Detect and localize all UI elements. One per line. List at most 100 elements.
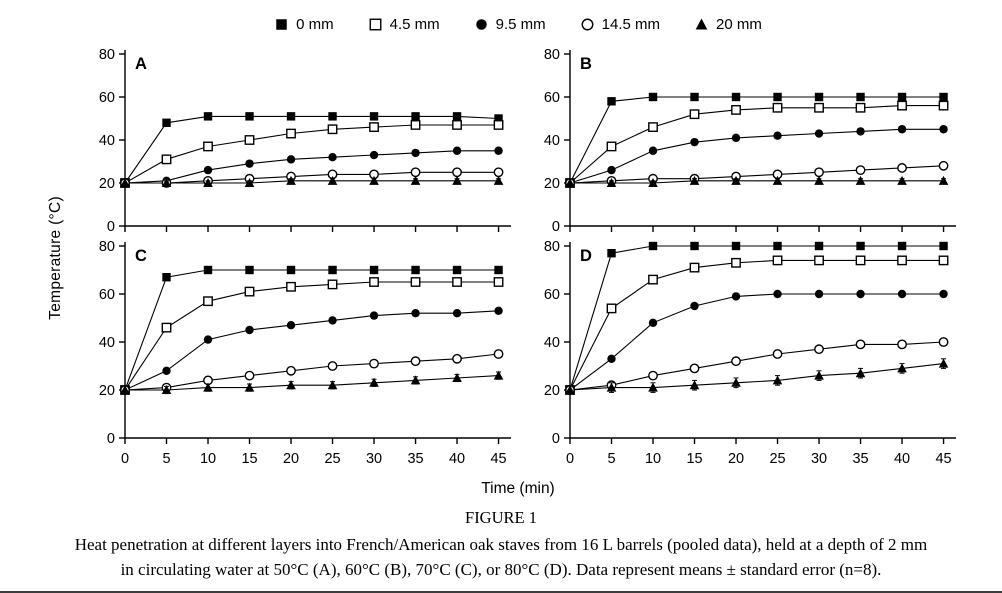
caption-line-2: in circulating water at 50°C (A), 60°C (… [120, 559, 882, 579]
series-line-0-mm [124, 115, 499, 184]
svg-text:30: 30 [366, 451, 382, 467]
series-14-5-mm [120, 349, 504, 395]
series-0-mm [565, 241, 948, 395]
y-tick-labels: 0 20 40 60 80 [99, 239, 115, 447]
series-9-5-mm [120, 146, 503, 188]
figure-caption: FIGURE 1 Heat penetration at different l… [0, 508, 1002, 582]
axes [119, 242, 511, 444]
series-14-5-mm [565, 337, 949, 395]
svg-text:45: 45 [490, 451, 506, 467]
panel-label: C [135, 247, 147, 265]
panel-b: 0 20 40 60 80 B [518, 38, 963, 235]
svg-text:0: 0 [107, 431, 115, 447]
series-line-14-5-mm [569, 341, 944, 391]
svg-text:60: 60 [544, 90, 560, 106]
open-circle-icon [581, 18, 594, 30]
legend-label: 14.5 mm [601, 15, 661, 33]
axes [564, 242, 956, 444]
series-20-mm [565, 175, 949, 187]
svg-text:40: 40 [544, 335, 560, 351]
svg-text:10: 10 [200, 451, 216, 467]
filled-triangle-icon [695, 17, 708, 30]
series-line-9-5-mm [124, 150, 499, 184]
svg-text:0: 0 [107, 219, 115, 235]
svg-text:20: 20 [728, 451, 744, 467]
series-line-4-5-mm [569, 259, 944, 391]
svg-text:0: 0 [566, 451, 574, 467]
panel-label: A [135, 55, 147, 73]
svg-text:40: 40 [449, 451, 465, 467]
series-9-5-mm [565, 289, 948, 395]
panel-a-chart: 0 20 40 60 80 A [99, 47, 511, 235]
svg-text:35: 35 [407, 451, 423, 467]
svg-text:20: 20 [544, 176, 560, 192]
legend-label: 0 mm [296, 15, 334, 33]
open-square-icon [369, 18, 382, 30]
series-line-0-mm [569, 245, 944, 391]
legend-label: 4.5 mm [389, 15, 440, 33]
series-line-20-mm [125, 180, 499, 184]
filled-square-icon [276, 18, 287, 30]
caption-line-1: Heat penetration at different layers int… [74, 535, 928, 554]
svg-text:10: 10 [645, 451, 661, 467]
panel-label: B [580, 55, 592, 73]
x-tick-labels: 0 5 10 15 20 25 30 35 40 45 [121, 451, 507, 467]
svg-text:40: 40 [544, 133, 560, 149]
series-line-14-5-mm [125, 171, 499, 184]
axes [119, 50, 511, 232]
series-line-9-5-mm [569, 128, 944, 184]
y-axis-label-wrap: Temperature (°C) [39, 38, 73, 478]
y-tick-labels: 0 20 40 60 80 [544, 239, 560, 447]
svg-text:20: 20 [283, 451, 299, 467]
axes [564, 50, 956, 232]
svg-text:60: 60 [99, 287, 115, 303]
series-line-14-5-mm [124, 353, 499, 391]
series-line-14-5-mm [569, 165, 944, 184]
y-tick-labels: 0 20 40 60 80 [544, 47, 560, 235]
panel-grid: 0 20 40 60 80 A 0 20 40 60 80 B 0 20 40 60 80 0 5 10 15 20 2… [73, 38, 963, 478]
svg-text:35: 35 [852, 451, 868, 467]
svg-text:60: 60 [544, 287, 560, 303]
legend-item-4-5-mm: 4.5 mm [368, 16, 440, 33]
legend-item-20-mm: 20 mm [694, 16, 762, 33]
series-line-9-5-mm [124, 310, 499, 391]
legend: 0 mm 4.5 mm 9.5 mm 14.5 mm 20 mm [0, 0, 1002, 36]
panel-b-chart: 0 20 40 60 80 B [544, 47, 956, 235]
series-4-5-mm [120, 120, 504, 188]
series-line-20-mm [125, 375, 499, 391]
series-20-mm [120, 175, 504, 187]
svg-text:80: 80 [544, 47, 560, 63]
series-4-5-mm [565, 100, 949, 188]
svg-text:0: 0 [552, 431, 560, 447]
svg-text:30: 30 [811, 451, 827, 467]
series-20-mm [565, 358, 949, 394]
svg-text:80: 80 [99, 47, 115, 63]
plot-area: Temperature (°C) 0 20 40 60 80 A 0 20 40 60 80 B 0… [0, 38, 1002, 478]
legend-item-9-5-mm: 9.5 mm [474, 16, 546, 33]
legend-label: 9.5 mm [495, 15, 546, 33]
y-axis-label: Temperature (°C) [47, 196, 64, 320]
series-line-20-mm [569, 363, 944, 391]
svg-text:5: 5 [607, 451, 615, 467]
y-tick-labels: 0 20 40 60 80 [99, 47, 115, 235]
series-line-20-mm [570, 180, 944, 184]
series-line-0-mm [569, 96, 944, 184]
x-tick-labels: 0 5 10 15 20 25 30 35 40 45 [566, 451, 952, 467]
figure-title: FIGURE 1 [465, 508, 537, 527]
panel-a: 0 20 40 60 80 A [73, 38, 518, 235]
svg-text:80: 80 [544, 239, 560, 255]
series-line-4-5-mm [124, 124, 499, 184]
legend-item-0-mm: 0 mm [274, 16, 334, 33]
svg-text:5: 5 [162, 451, 170, 467]
legend-label: 20 mm [716, 15, 762, 33]
svg-text:20: 20 [99, 383, 115, 399]
series-4-5-mm [120, 277, 504, 395]
panel-c-chart: 0 20 40 60 80 0 5 10 15 20 25 30 35 40 45 C [99, 239, 511, 467]
svg-text:40: 40 [99, 133, 115, 149]
svg-text:0: 0 [121, 451, 129, 467]
panel-d: 0 20 40 60 80 0 5 10 15 20 25 30 35 40 45 D [518, 234, 963, 478]
svg-text:15: 15 [241, 451, 257, 467]
svg-text:45: 45 [935, 451, 951, 467]
legend-item-14-5-mm: 14.5 mm [580, 16, 660, 33]
series-4-5-mm [565, 255, 949, 395]
